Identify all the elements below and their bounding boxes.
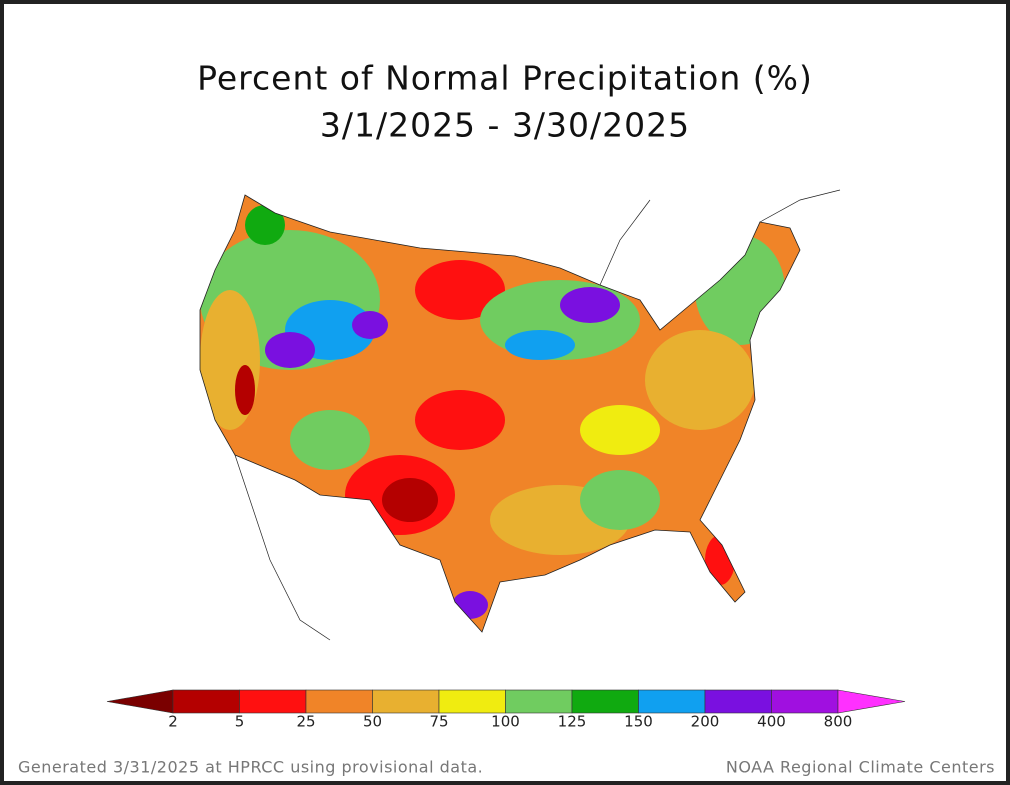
legend-tick-label: 200 [691,713,720,731]
map-region [580,470,660,530]
map-region [505,330,575,360]
legend-bin [172,689,240,714]
legend-triangle [837,689,906,714]
map-region [580,405,660,455]
legend-bin [305,689,373,714]
legend-bin [438,689,506,714]
legend-tick-label: 25 [296,713,315,731]
legend-bin [571,689,639,714]
map-region [560,287,620,323]
footer-left: Generated 3/31/2025 at HPRCC using provi… [18,758,483,777]
legend-tick-label: 2 [168,713,178,731]
legend-tick-label: 800 [824,713,853,731]
legend-bin [505,689,573,714]
footer-right: NOAA Regional Climate Centers [726,758,995,777]
legend-bin [704,689,772,714]
coastline [234,189,841,641]
legend-bin [372,689,440,714]
legend-tick-label: 125 [558,713,587,731]
map-region [235,365,255,415]
map-region [645,330,755,430]
map-region [290,410,370,470]
us-outline [199,194,801,633]
legend-tick-label: 50 [363,713,382,731]
map-region [415,390,505,450]
legend-tick-label: 75 [429,713,448,731]
legend-bin [771,689,839,714]
legend-tick-label: 150 [624,713,653,731]
color-legend: 2 5 25 50 75 100 125 150 200 400 800 [106,689,906,731]
map-region [265,332,315,368]
map-region [352,311,388,339]
title-line: 3/1/2025 - 3/30/2025 [320,106,690,145]
legend-tick-label: 5 [235,713,245,731]
map-region [245,205,285,245]
legend-bin [638,689,706,714]
legend-tick-label: 100 [491,713,520,731]
legend-bin [239,689,307,714]
map-region [382,478,438,522]
map-region [415,260,505,320]
title-line: Percent of Normal Precipitation (%) [197,59,813,98]
legend-tick-label: 400 [757,713,786,731]
